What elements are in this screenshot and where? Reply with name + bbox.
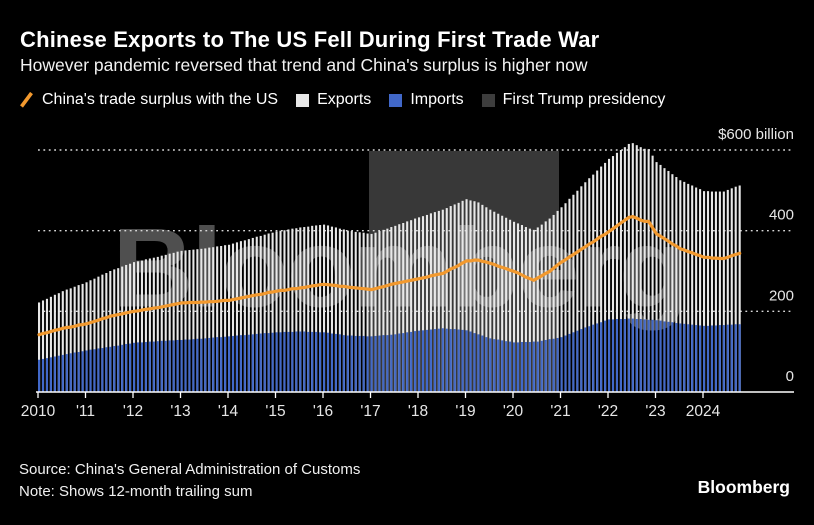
svg-text:'23: '23 xyxy=(645,403,665,420)
svg-text:'11: '11 xyxy=(76,403,95,420)
svg-text:'19: '19 xyxy=(455,403,475,420)
orange-line-swatch-icon xyxy=(20,92,33,108)
svg-text:$600 billion: $600 billion xyxy=(718,126,794,143)
note-line: Note: Shows 12-month trailing sum xyxy=(19,483,253,500)
chart-legend: China's trade surplus with the US Export… xyxy=(19,91,665,109)
svg-text:0: 0 xyxy=(786,368,794,385)
imports-bars xyxy=(38,318,741,392)
footer-text: Source: China's General Administration o… xyxy=(19,459,360,503)
exports-bars xyxy=(38,143,741,392)
svg-text:'18: '18 xyxy=(408,403,428,420)
svg-text:'17: '17 xyxy=(360,403,380,420)
x-axis-labels: 2010 '11 '12 '13 '14 '15 '16 '17 '18 '19 '20 '21 '22… xyxy=(21,403,721,420)
legend-label-imports: Imports xyxy=(410,91,464,108)
trump-presidency-swatch-icon xyxy=(481,93,495,107)
legend-item-surplus: China's trade surplus with the US xyxy=(19,91,278,109)
page-subtitle: However pandemic reversed that trend and… xyxy=(20,55,588,75)
legend-item-exports: Exports xyxy=(296,91,371,109)
source-line: Source: China's General Administration o… xyxy=(19,461,361,478)
svg-text:200: 200 xyxy=(769,287,794,304)
legend-label-trump-presidency: First Trump presidency xyxy=(502,91,666,108)
svg-text:'20: '20 xyxy=(503,403,524,420)
svg-text:'21: '21 xyxy=(550,403,570,420)
svg-text:400: 400 xyxy=(769,207,794,224)
imports-swatch-icon xyxy=(389,93,403,107)
svg-text:'14: '14 xyxy=(218,403,239,420)
exports-swatch-icon xyxy=(296,93,310,107)
legend-label-surplus: China's trade surplus with the US xyxy=(42,91,279,108)
surplus-line xyxy=(37,215,742,337)
legend-label-exports: Exports xyxy=(317,91,372,108)
page-title: Chinese Exports to The US Fell During Fi… xyxy=(20,27,600,52)
y-axis-labels: $600 billion 400 200 0 xyxy=(718,126,794,385)
svg-text:'15: '15 xyxy=(265,403,285,420)
svg-text:'12: '12 xyxy=(123,403,143,420)
svg-text:2010: 2010 xyxy=(21,403,56,420)
x-axis-ticks xyxy=(37,392,704,398)
legend-item-trump-presidency: First Trump presidency xyxy=(481,91,666,109)
bloomberg-logo: Bloomberg xyxy=(697,477,790,497)
trump-presidency-region xyxy=(369,151,559,392)
svg-text:'13: '13 xyxy=(170,403,190,420)
svg-text:'22: '22 xyxy=(598,403,618,420)
legend-item-imports: Imports xyxy=(389,91,464,109)
svg-text:'16: '16 xyxy=(313,403,333,420)
svg-text:2024: 2024 xyxy=(686,403,721,420)
